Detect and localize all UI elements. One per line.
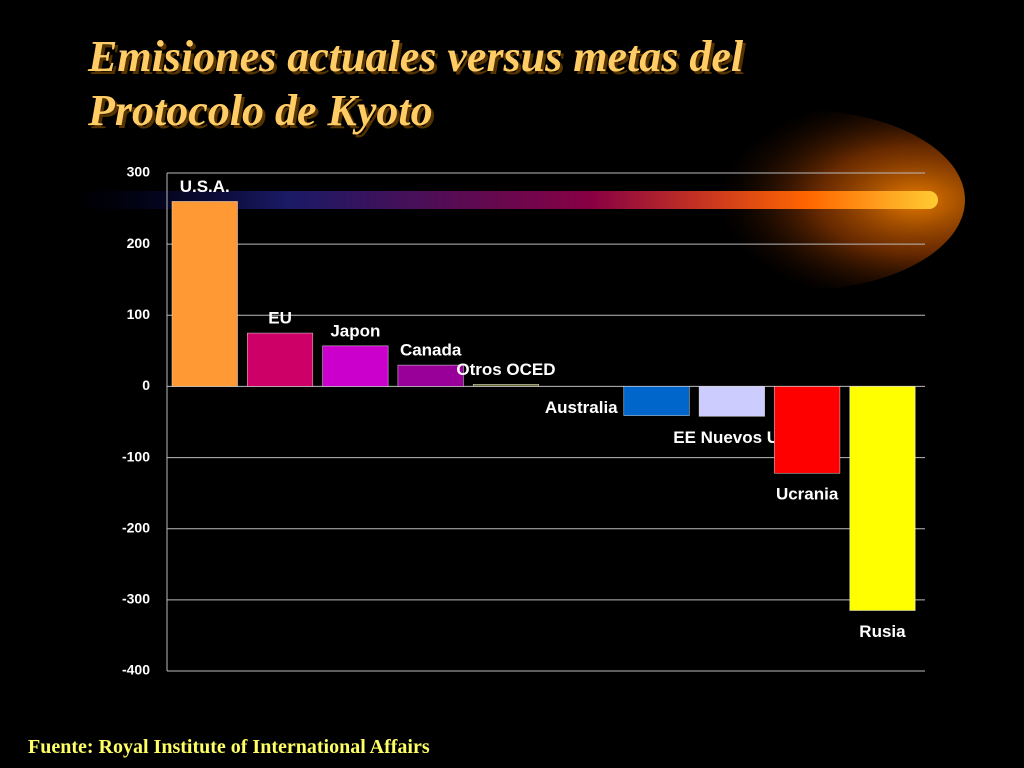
y-tick-label: 300	[127, 164, 151, 180]
source: Fuente: Royal Institute of International…	[28, 736, 430, 758]
y-tick-label: -100	[122, 448, 150, 464]
bar	[247, 332, 314, 387]
y-tick-label: -200	[122, 519, 150, 535]
bar-label: EU	[268, 309, 292, 328]
y-tick-label: 200	[127, 235, 151, 251]
bar	[849, 386, 916, 611]
bar-label: Canada	[400, 341, 462, 360]
bar-label: Ucrania	[776, 485, 839, 504]
bar	[472, 384, 539, 387]
title: Emisiones actuales versus metas del Prot…	[88, 32, 744, 135]
bar-label: Australia	[545, 398, 618, 417]
bar	[623, 386, 690, 416]
y-tick-label: 100	[127, 306, 151, 322]
y-tick-label: -400	[122, 662, 150, 678]
bar-label: U.S.A.	[180, 177, 230, 196]
bar	[698, 386, 765, 417]
bar	[774, 386, 841, 474]
y-tick-label: -300	[122, 591, 150, 607]
bar	[322, 345, 389, 387]
bar-label: EE Nuevos UE	[673, 428, 790, 447]
bar-label: Japon	[330, 321, 380, 340]
bar	[397, 364, 464, 387]
bar-label: Otros OCED	[456, 360, 555, 379]
bar-label: Rusia	[859, 622, 906, 641]
y-tick-label: 0	[142, 377, 150, 393]
decoration	[70, 191, 938, 209]
bar	[171, 201, 238, 387]
